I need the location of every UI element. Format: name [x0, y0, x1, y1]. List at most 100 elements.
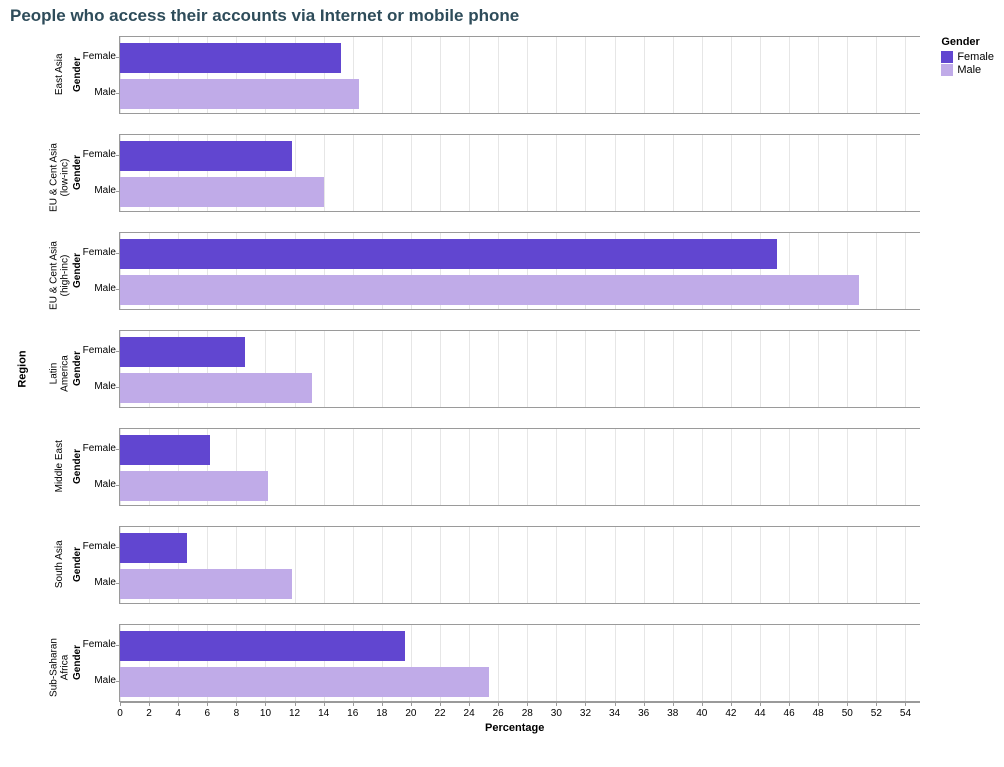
- gridline: [644, 37, 645, 113]
- gridline: [585, 37, 586, 113]
- gridline: [382, 135, 383, 211]
- gridline: [876, 625, 877, 701]
- legend-swatch-female: [941, 51, 953, 63]
- gridline: [527, 37, 528, 113]
- gridline: [760, 527, 761, 603]
- gridline: [585, 429, 586, 505]
- gridline: [527, 331, 528, 407]
- facet-region-label: East Asia: [55, 34, 66, 114]
- gridline: [818, 625, 819, 701]
- legend-title: Gender: [941, 36, 994, 48]
- gridline: [876, 429, 877, 505]
- gridline: [324, 135, 325, 211]
- gridline: [469, 37, 470, 113]
- y-tick-female: Female: [78, 247, 116, 258]
- gridline: [615, 135, 616, 211]
- gridline: [440, 331, 441, 407]
- x-tick-mark: [236, 702, 237, 706]
- gridline: [498, 135, 499, 211]
- y-tick-male: Male: [78, 479, 116, 490]
- x-tick-mark: [120, 702, 121, 706]
- gridline: [295, 429, 296, 505]
- y-axis-label: Region: [17, 350, 29, 387]
- x-tick-label: 10: [255, 708, 275, 719]
- gridline: [760, 331, 761, 407]
- facet-row: [120, 428, 920, 506]
- gridline: [731, 429, 732, 505]
- x-tick-mark: [527, 702, 528, 706]
- x-tick-label: 6: [197, 708, 217, 719]
- gridline: [789, 527, 790, 603]
- gridline: [644, 331, 645, 407]
- x-tick-mark: [149, 702, 150, 706]
- facet-region-label: South Asia: [55, 524, 66, 604]
- facet-region-label: Latin America: [50, 334, 71, 414]
- gridline: [440, 37, 441, 113]
- gridline: [760, 625, 761, 701]
- gridline: [876, 135, 877, 211]
- gridline: [324, 527, 325, 603]
- x-tick-label: 34: [605, 708, 625, 719]
- bar-female: [120, 239, 777, 269]
- y-axis-line: [119, 330, 120, 408]
- x-tick-mark: [702, 702, 703, 706]
- gridline: [324, 331, 325, 407]
- y-tick-female: Female: [78, 541, 116, 552]
- gridline: [673, 527, 674, 603]
- bar-female: [120, 435, 210, 465]
- gridline: [760, 429, 761, 505]
- x-tick-mark: [644, 702, 645, 706]
- gridline: [382, 527, 383, 603]
- y-tick-male: Male: [78, 381, 116, 392]
- x-tick-label: 28: [517, 708, 537, 719]
- gridline: [585, 625, 586, 701]
- facet-gender-label: Gender: [72, 351, 83, 386]
- y-tick-male: Male: [78, 283, 116, 294]
- facet-gender-label: Gender: [72, 253, 83, 288]
- gridline: [818, 331, 819, 407]
- x-tick-mark: [178, 702, 179, 706]
- gridline: [556, 331, 557, 407]
- gridline: [818, 135, 819, 211]
- gridline: [673, 37, 674, 113]
- facet-gender-label: Gender: [72, 645, 83, 680]
- x-tick-label: 18: [372, 708, 392, 719]
- x-tick-label: 0: [110, 708, 130, 719]
- y-axis-line: [119, 36, 120, 114]
- x-tick-label: 50: [837, 708, 857, 719]
- x-tick-mark: [615, 702, 616, 706]
- facet-gender-label: Gender: [72, 155, 83, 190]
- gridline: [556, 429, 557, 505]
- facet-plot: [120, 36, 920, 114]
- x-tick-mark: [411, 702, 412, 706]
- facet-gender-label: Gender: [72, 449, 83, 484]
- x-tick-label: 30: [546, 708, 566, 719]
- y-tick-male: Male: [78, 185, 116, 196]
- y-axis-line: [119, 428, 120, 506]
- gridline: [469, 135, 470, 211]
- gridline: [556, 527, 557, 603]
- gridline: [498, 331, 499, 407]
- gridline: [731, 135, 732, 211]
- y-axis-line: [119, 624, 120, 702]
- gridline: [905, 37, 906, 113]
- gridline: [731, 331, 732, 407]
- x-tick-label: 46: [779, 708, 799, 719]
- facet-row: [120, 624, 920, 702]
- facet-row: [120, 526, 920, 604]
- x-tick-mark: [440, 702, 441, 706]
- y-axis-line: [119, 134, 120, 212]
- gridline: [731, 527, 732, 603]
- facet-gender-label: Gender: [72, 547, 83, 582]
- gridline: [556, 625, 557, 701]
- facet-row: [120, 134, 920, 212]
- gridline: [469, 331, 470, 407]
- legend-label-female: Female: [957, 51, 994, 63]
- x-tick-mark: [876, 702, 877, 706]
- x-tick-mark: [295, 702, 296, 706]
- y-tick-female: Female: [78, 51, 116, 62]
- x-tick-label: 40: [692, 708, 712, 719]
- facet-plot: [120, 134, 920, 212]
- gridline: [556, 135, 557, 211]
- bar-female: [120, 43, 341, 73]
